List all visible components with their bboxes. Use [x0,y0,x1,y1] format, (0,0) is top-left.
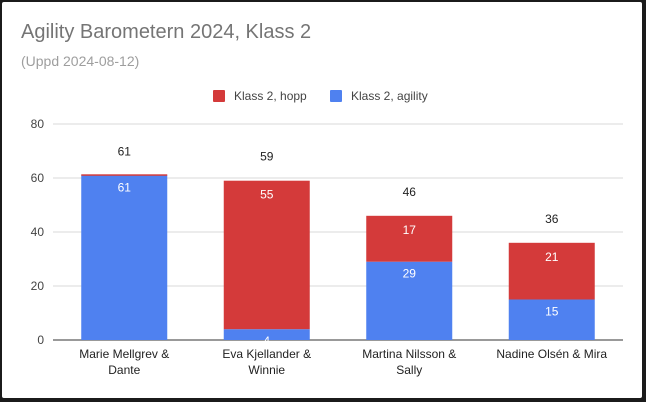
bar-hopp [508,242,595,300]
bar-agility [81,175,168,340]
data-label-total: 46 [403,185,417,199]
data-label-hopp: 17 [403,223,417,237]
data-label-agility: 4 [263,334,270,348]
data-label-hopp: 55 [260,188,274,202]
bar-agility [508,299,595,340]
bar-hopp [223,180,310,330]
data-label-agility: 61 [118,180,132,194]
bar-hopp [366,215,453,262]
category-label: Dante [108,363,140,377]
legend-label: Klass 2, agility [351,89,428,103]
chart-title: Agility Barometern 2024, Klass 2 [21,21,312,43]
bar-hopp [81,174,168,176]
category-label: Eva Kjellander & [222,347,311,361]
data-label-agility: 15 [545,305,559,319]
category-label: Sally [396,363,422,377]
chart-subtitle: (Uppd 2024-08-12) [21,53,140,69]
category-label: Martina Nilsson & [362,347,456,361]
y-tick-label: 60 [31,171,45,185]
category-label: Nadine Olsén & Mira [496,347,607,361]
data-label-total: 61 [118,144,132,158]
bar-agility [223,329,310,340]
y-tick-label: 20 [31,279,45,293]
category-label: Winnie [248,363,285,377]
bar-agility [366,261,453,340]
data-label-total: 36 [545,212,559,226]
legend-label: Klass 2, hopp [234,89,307,103]
legend-swatch [330,90,342,102]
y-tick-label: 40 [31,225,45,239]
category-label: Marie Mellgrev & [79,347,169,361]
data-label-hopp: 21 [545,250,559,264]
data-label-agility: 29 [403,267,417,281]
y-tick-label: 0 [37,333,44,347]
y-tick-label: 80 [31,117,45,131]
legend-swatch [213,90,225,102]
data-label-total: 59 [260,150,274,164]
